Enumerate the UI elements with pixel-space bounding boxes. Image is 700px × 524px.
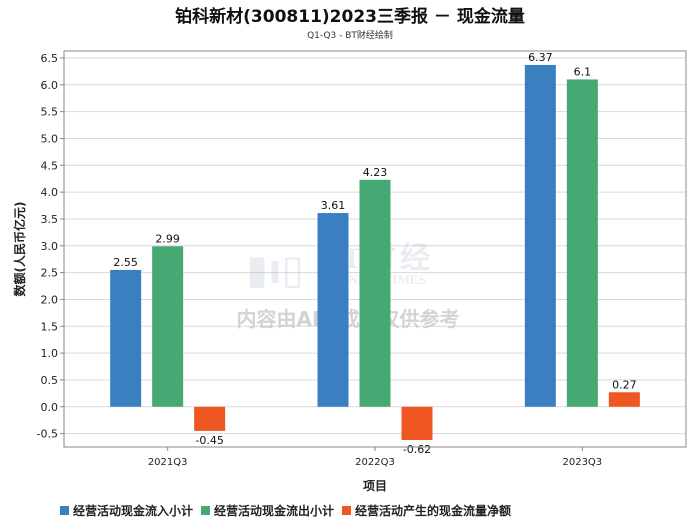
bar [194,406,226,431]
x-tick-labels: 2021Q3 2022Q3 2023Q3 [148,447,602,468]
y-tick-label: 3.5 [41,213,59,226]
legend-swatch [60,506,69,515]
x-axis-title: 项目 [363,479,387,493]
data-label: 2.99 [155,232,180,245]
bar [110,269,142,407]
data-label: 3.61 [321,199,346,212]
y-tick-label: 0.0 [41,401,59,414]
legend-label: 经营活动现金流出小计 [214,504,335,518]
y-tick-labels: -0.5 0.0 0.5 1.0 1.5 2.0 2.5 3.0 3.5 4.0 4.5 5.0 5.5… [37,52,64,441]
y-tick-label: 4.0 [41,186,59,199]
data-label: 0.27 [612,378,637,391]
data-label: 6.1 [574,65,592,78]
chart-subtitle: Q1-Q3 - BT财经绘制 [307,31,393,41]
legend-item: 经营活动现金流出小计 [201,502,334,519]
x-tick-label: 2021Q3 [148,457,188,468]
y-tick-label: 1.5 [41,320,59,333]
legend-label: 经营活动产生的现金流量净额 [355,504,512,518]
data-label: 2.55 [113,256,138,269]
bar [401,406,433,441]
x-tick-label: 2023Q3 [562,457,602,468]
legend-swatch [342,506,352,515]
y-axis-title: 数额(人民币亿元) [12,202,27,297]
y-tick-label: 1.0 [41,347,59,360]
y-tick-label: 2.0 [41,293,59,306]
bar [152,246,184,407]
bar [608,392,640,407]
bar [566,79,598,407]
y-tick-label: 0.5 [41,374,59,387]
legend-swatch [201,506,211,515]
legend: 经营活动现金流入小计 经营活动现金流出小计 经营活动产生的现金流量净额 [60,502,519,519]
watermark-logo-mark: ▮ı▯ [246,247,304,293]
y-tick-label: 5.5 [41,106,59,119]
data-label: 4.23 [363,166,388,179]
legend-item: 经营活动现金流入小计 [60,502,193,519]
data-labels: 2.55 2.99 -0.45 3.61 4.23 -0.62 6.37 6.1 0.27 [113,51,636,456]
bar [317,213,349,407]
y-tick-label: 2.5 [41,267,59,280]
y-tick-label: 6.0 [41,79,59,92]
chart-title: 铂科新材(300811)2023三季报 － 现金流量 [175,7,525,27]
legend-label: 经营活动现金流入小计 [73,504,194,518]
bar [359,179,391,407]
data-label: -0.45 [195,434,223,447]
data-label: 6.37 [528,51,553,64]
y-tick-label: 4.5 [41,159,59,172]
y-tick-label: -0.5 [37,428,58,441]
x-tick-label: 2022Q3 [355,457,395,468]
legend-item: 经营活动产生的现金流量净额 [342,502,511,519]
y-tick-label: 3.0 [41,240,59,253]
data-label: -0.62 [403,443,431,456]
y-tick-label: 6.5 [41,52,59,65]
y-tick-label: 5.0 [41,132,59,145]
bars [110,64,640,441]
bar [524,64,556,407]
